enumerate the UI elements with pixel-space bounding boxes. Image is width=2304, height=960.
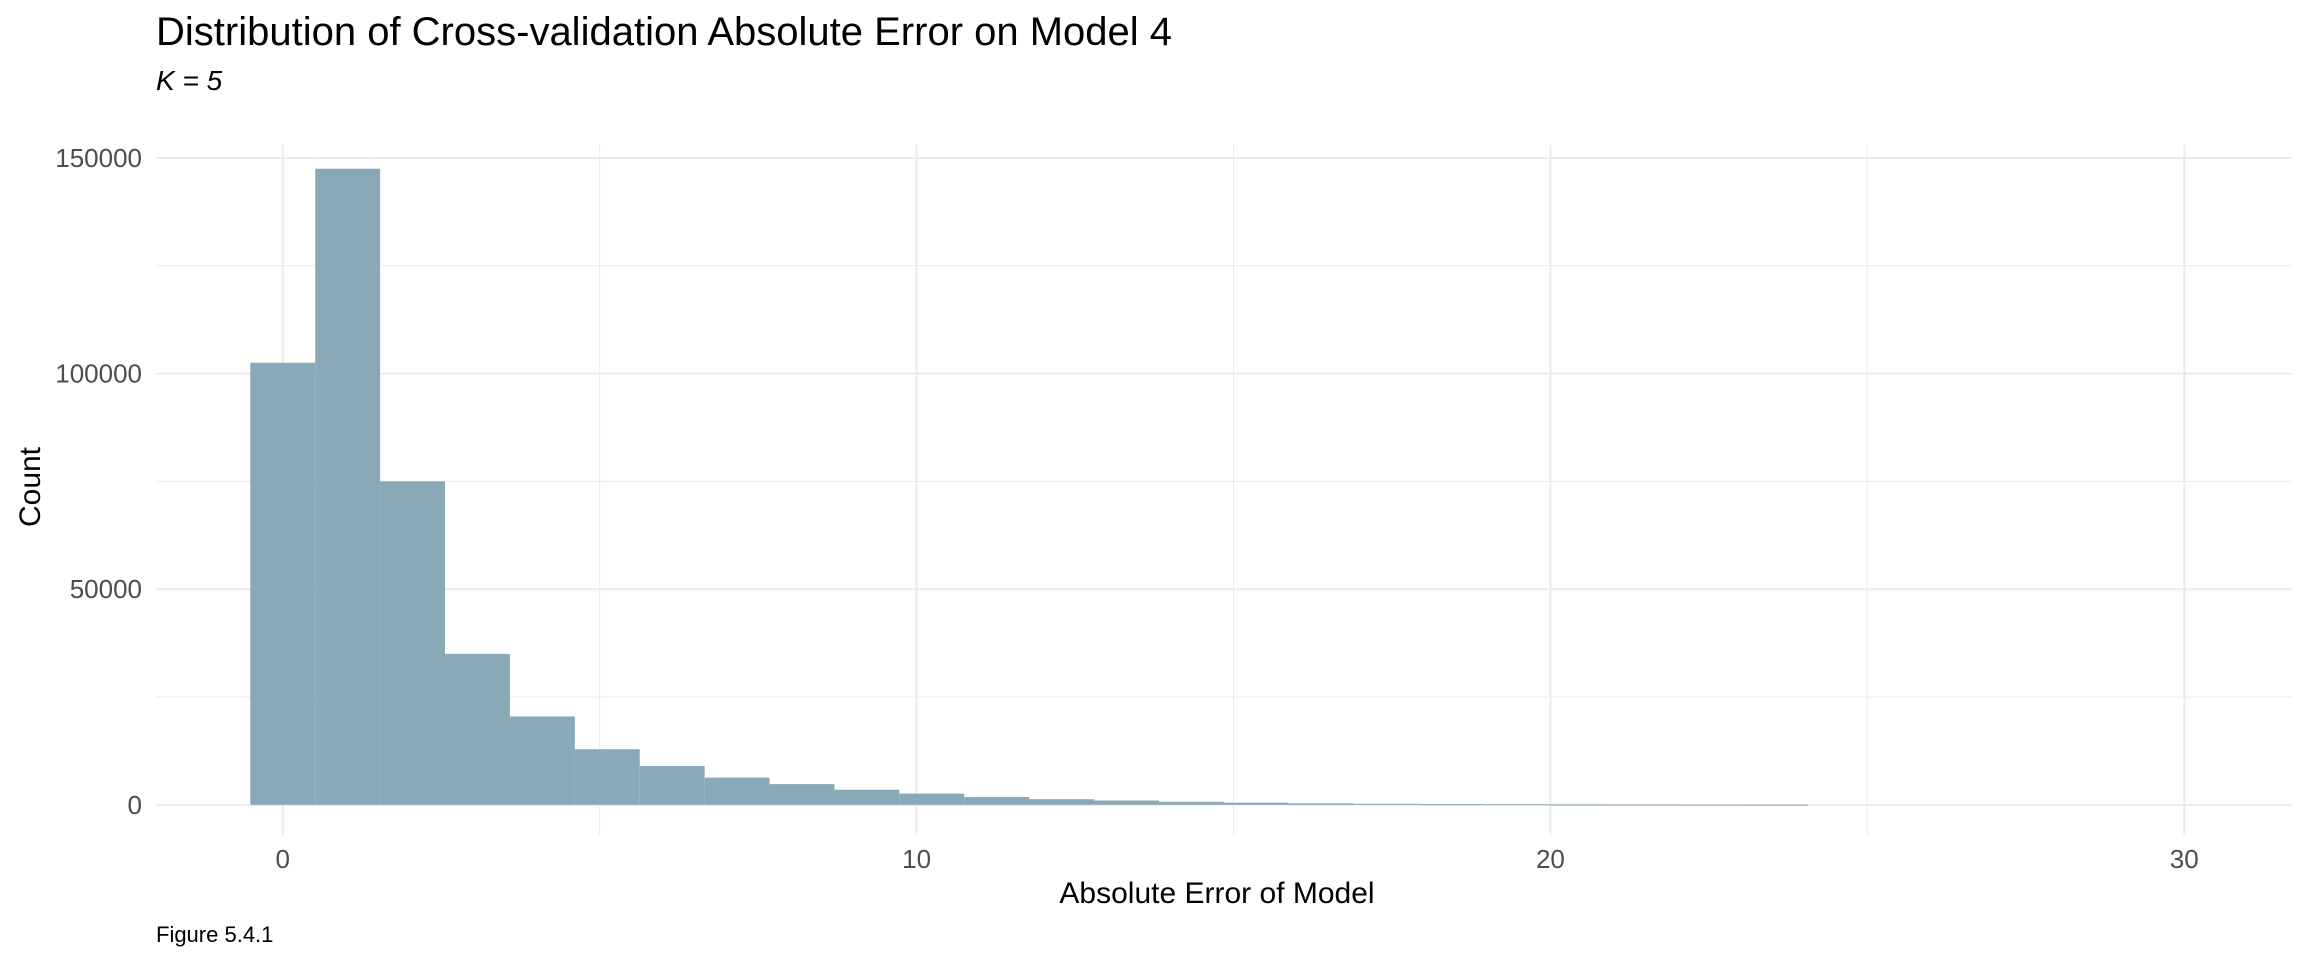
x-tick-label: 30 bbox=[2170, 844, 2199, 874]
histogram-bar bbox=[380, 481, 446, 805]
histogram-bar bbox=[1288, 803, 1354, 805]
histogram-bar bbox=[1418, 804, 1484, 806]
histogram-bar bbox=[704, 777, 770, 805]
x-tick-label: 0 bbox=[276, 844, 290, 874]
histogram-bar bbox=[1223, 802, 1289, 805]
x-tick-label: 20 bbox=[1536, 844, 1565, 874]
histogram-bar bbox=[639, 766, 705, 805]
y-tick-label: 150000 bbox=[55, 143, 142, 173]
histogram-bars bbox=[250, 168, 1809, 806]
histogram-bar bbox=[1158, 801, 1224, 805]
x-axis-label: Absolute Error of Model bbox=[1059, 877, 1374, 910]
x-axis-ticks: 0 10 20 30 bbox=[276, 844, 2199, 874]
histogram-bar bbox=[574, 749, 640, 805]
histogram-bar bbox=[899, 793, 965, 805]
histogram-bar bbox=[1613, 804, 1679, 806]
histogram-bar bbox=[1029, 799, 1095, 805]
histogram-bar bbox=[445, 653, 510, 805]
histogram-bar bbox=[964, 797, 1030, 805]
histogram-bar bbox=[1548, 804, 1614, 806]
histogram-bar bbox=[1483, 804, 1549, 806]
y-axis-ticks: 0 50000 100000 150000 bbox=[55, 143, 142, 820]
y-tick-label: 100000 bbox=[55, 359, 142, 389]
histogram-bar bbox=[250, 362, 316, 805]
y-axis-label: Count bbox=[14, 446, 47, 527]
histogram-bar bbox=[834, 789, 900, 805]
histogram-bar bbox=[1678, 804, 1744, 806]
chart-title: Distribution of Cross-validation Absolut… bbox=[156, 10, 1173, 54]
y-tick-label: 0 bbox=[128, 790, 142, 820]
histogram-bar bbox=[1743, 804, 1809, 806]
histogram-bar bbox=[1094, 800, 1159, 805]
histogram-bar bbox=[769, 784, 835, 805]
histogram-bar bbox=[315, 168, 381, 805]
histogram-bar bbox=[1353, 803, 1419, 805]
x-tick-label: 10 bbox=[902, 844, 931, 874]
y-tick-label: 50000 bbox=[70, 574, 142, 604]
figure-caption: Figure 5.4.1 bbox=[156, 922, 274, 947]
chart-subtitle: K = 5 bbox=[156, 65, 223, 96]
histogram-bar bbox=[509, 716, 575, 805]
